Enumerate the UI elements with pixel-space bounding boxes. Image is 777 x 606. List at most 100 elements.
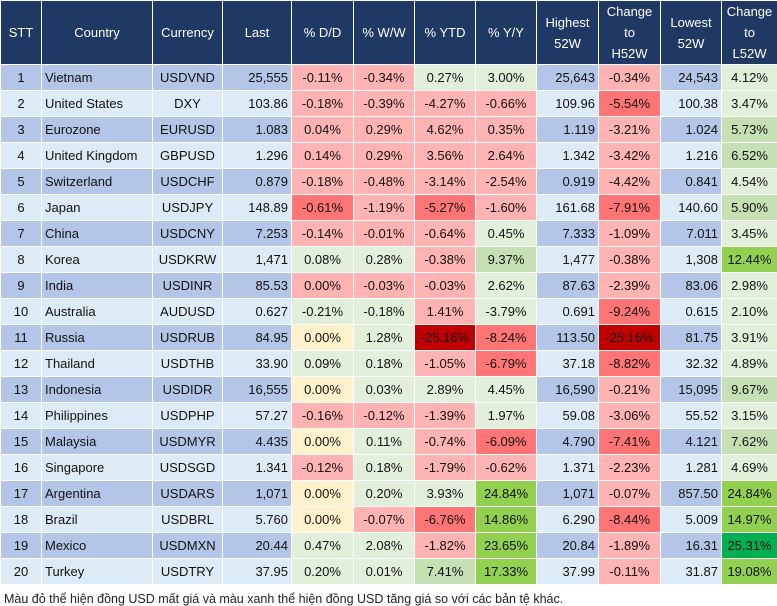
- cell-country: Turkey: [42, 559, 153, 585]
- cell-ytd: 4.62%: [415, 117, 476, 143]
- cell-l52: 100.38: [661, 91, 722, 117]
- cell-country: India: [42, 273, 153, 299]
- column-header[interactable]: % W/W: [354, 1, 415, 65]
- cell-cl: 9.67%: [722, 377, 777, 403]
- cell-dd: 0.00%: [292, 273, 354, 299]
- cell-last: 1.341: [223, 455, 292, 481]
- cell-ytd: -0.38%: [415, 247, 476, 273]
- cell-ww: -0.07%: [354, 507, 415, 533]
- cell-cl: 3.45%: [722, 221, 777, 247]
- cell-ch: -3.06%: [599, 403, 661, 429]
- column-header[interactable]: % YTD: [415, 1, 476, 65]
- cell-l52: 16.31: [661, 533, 722, 559]
- cell-ww: -0.48%: [354, 169, 415, 195]
- cell-l52: 32.32: [661, 351, 722, 377]
- cell-country: China: [42, 221, 153, 247]
- cell-yy: -0.66%: [476, 91, 537, 117]
- cell-h52: 161.68: [537, 195, 599, 221]
- cell-currency: USDCNY: [153, 221, 223, 247]
- column-header[interactable]: Currency: [153, 1, 223, 65]
- cell-dd: -0.18%: [292, 91, 354, 117]
- cell-yy: 4.45%: [476, 377, 537, 403]
- cell-ch: -1.89%: [599, 533, 661, 559]
- cell-h52: 4.790: [537, 429, 599, 455]
- cell-ww: 2.08%: [354, 533, 415, 559]
- column-header[interactable]: % D/D: [292, 1, 354, 65]
- cell-yy: 3.00%: [476, 65, 537, 91]
- cell-ytd: 7.41%: [415, 559, 476, 585]
- cell-cl: 2.98%: [722, 273, 777, 299]
- column-header[interactable]: % Y/Y: [476, 1, 537, 65]
- cell-ch: -0.38%: [599, 247, 661, 273]
- cell-ch: -2.39%: [599, 273, 661, 299]
- cell-ytd: -0.64%: [415, 221, 476, 247]
- cell-ww: -1.19%: [354, 195, 415, 221]
- cell-cl: 19.08%: [722, 559, 777, 585]
- cell-country: United Kingdom: [42, 143, 153, 169]
- cell-ch: -4.42%: [599, 169, 661, 195]
- column-header[interactable]: STT: [1, 1, 42, 65]
- cell-dd: -0.11%: [292, 65, 354, 91]
- cell-cl: 3.91%: [722, 325, 777, 351]
- cell-cl: 5.90%: [722, 195, 777, 221]
- cell-ww: -0.18%: [354, 299, 415, 325]
- cell-yy: 0.45%: [476, 221, 537, 247]
- cell-h52: 109.96: [537, 91, 599, 117]
- cell-currency: DXY: [153, 91, 223, 117]
- cell-last: 33.90: [223, 351, 292, 377]
- cell-currency: USDPHP: [153, 403, 223, 429]
- cell-dd: -0.14%: [292, 221, 354, 247]
- cell-country: Vietnam: [42, 65, 153, 91]
- cell-stt: 1: [1, 65, 42, 91]
- cell-country: Thailand: [42, 351, 153, 377]
- cell-currency: EURUSD: [153, 117, 223, 143]
- cell-h52: 87.63: [537, 273, 599, 299]
- cell-cl: 3.15%: [722, 403, 777, 429]
- cell-last: 16,555: [223, 377, 292, 403]
- cell-l52: 24,543: [661, 65, 722, 91]
- cell-stt: 18: [1, 507, 42, 533]
- cell-yy: -2.54%: [476, 169, 537, 195]
- cell-dd: -0.12%: [292, 455, 354, 481]
- cell-last: 148.89: [223, 195, 292, 221]
- cell-currency: USDARS: [153, 481, 223, 507]
- cell-last: 0.627: [223, 299, 292, 325]
- cell-currency: USDRUB: [153, 325, 223, 351]
- cell-stt: 4: [1, 143, 42, 169]
- cell-h52: 0.919: [537, 169, 599, 195]
- cell-cl: 14.97%: [722, 507, 777, 533]
- column-header[interactable]: Last: [223, 1, 292, 65]
- cell-stt: 19: [1, 533, 42, 559]
- cell-dd: 0.00%: [292, 481, 354, 507]
- cell-last: 37.95: [223, 559, 292, 585]
- cell-ch: -2.23%: [599, 455, 661, 481]
- cell-l52: 5.009: [661, 507, 722, 533]
- cell-cl: 3.47%: [722, 91, 777, 117]
- cell-ww: 0.03%: [354, 377, 415, 403]
- cell-last: 25,555: [223, 65, 292, 91]
- cell-ytd: -0.03%: [415, 273, 476, 299]
- cell-cl: 4.69%: [722, 455, 777, 481]
- cell-stt: 6: [1, 195, 42, 221]
- cell-dd: 0.04%: [292, 117, 354, 143]
- cell-ytd: 1.41%: [415, 299, 476, 325]
- cell-currency: USDKRW: [153, 247, 223, 273]
- column-header[interactable]: Country: [42, 1, 153, 65]
- cell-h52: 1,071: [537, 481, 599, 507]
- cell-l52: 83.06: [661, 273, 722, 299]
